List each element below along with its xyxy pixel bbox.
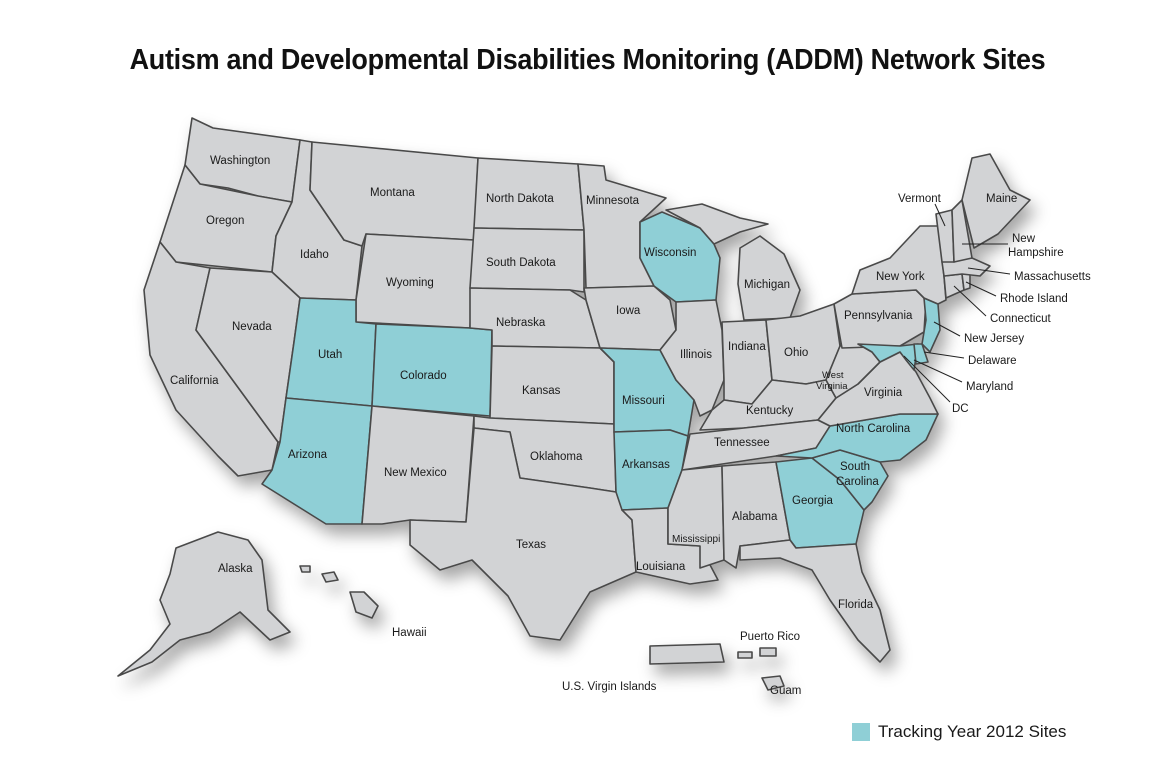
label-wisconsin: Wisconsin bbox=[644, 247, 696, 259]
label-north-carolina: North Carolina bbox=[836, 423, 911, 435]
label-texas: Texas bbox=[516, 539, 546, 551]
legend: Tracking Year 2012 Sites bbox=[852, 722, 1066, 742]
label-kentucky: Kentucky bbox=[746, 405, 794, 417]
state-illinois bbox=[659, 299, 725, 417]
territory-hawaii-island-2 bbox=[321, 571, 339, 583]
label-new-york: New York bbox=[876, 271, 925, 283]
label-maryland: Maryland bbox=[966, 381, 1013, 393]
label-california: California bbox=[170, 375, 219, 387]
state-delaware bbox=[913, 343, 929, 365]
label-virginia: Virginia bbox=[864, 387, 903, 399]
leader-connecticut bbox=[953, 285, 987, 317]
label-north-dakota: North Dakota bbox=[486, 193, 554, 205]
label-vermont: Vermont bbox=[898, 193, 942, 205]
leader-delaware bbox=[923, 351, 965, 359]
label-nebraska: Nebraska bbox=[496, 317, 546, 329]
territory-puerto-rico bbox=[649, 643, 725, 665]
state-new-hampshire bbox=[951, 199, 973, 263]
label-guam: Guam bbox=[770, 685, 801, 697]
leader-massachusetts bbox=[967, 267, 1011, 275]
label-idaho: Idaho bbox=[300, 249, 329, 261]
label-montana: Montana bbox=[370, 187, 415, 199]
leader-rhode-island bbox=[965, 281, 997, 297]
state-michigan-upper bbox=[665, 203, 769, 245]
leader-vermont bbox=[934, 203, 946, 227]
label-oregon: Oregon bbox=[206, 215, 244, 227]
leader-new-jersey bbox=[933, 321, 961, 337]
label-dc: DC bbox=[952, 403, 969, 415]
territory-virgin-islands bbox=[737, 651, 753, 659]
label-arizona: Arizona bbox=[288, 449, 328, 461]
state-michigan bbox=[737, 235, 801, 321]
label-iowa: Iowa bbox=[616, 305, 641, 317]
label-hawaii: Hawaii bbox=[392, 627, 427, 639]
label-georgia: Georgia bbox=[792, 495, 834, 507]
legend-swatch bbox=[852, 723, 870, 741]
label-nevada: Nevada bbox=[232, 321, 272, 333]
map-title: Autism and Developmental Disabilities Mo… bbox=[129, 44, 1046, 76]
territory-alaska bbox=[117, 531, 291, 677]
label-missouri: Missouri bbox=[622, 395, 665, 407]
label-utah: Utah bbox=[318, 349, 342, 361]
label-alabama: Alabama bbox=[732, 511, 778, 523]
state-new-mexico bbox=[361, 405, 475, 525]
label-south-carolina-1: South bbox=[840, 461, 870, 473]
territory-virgin-islands-2 bbox=[759, 647, 777, 657]
label-puerto-rico: Puerto Rico bbox=[740, 631, 800, 643]
label-new-mexico: New Mexico bbox=[384, 467, 447, 479]
territory-hawaii bbox=[349, 591, 379, 619]
label-south-dakota: South Dakota bbox=[486, 257, 556, 269]
territory-hawaii-island-3 bbox=[299, 565, 311, 573]
state-texas bbox=[409, 427, 637, 641]
state-iowa bbox=[583, 285, 677, 351]
label-ohio: Ohio bbox=[784, 347, 808, 359]
label-new-hampshire-1: New bbox=[1012, 233, 1036, 245]
label-connecticut: Connecticut bbox=[990, 313, 1052, 325]
label-washington: Washington bbox=[210, 155, 270, 167]
legend-label: Tracking Year 2012 Sites bbox=[878, 722, 1067, 741]
state-south-dakota bbox=[469, 227, 585, 293]
label-new-jersey: New Jersey bbox=[964, 333, 1024, 345]
state-maine bbox=[961, 153, 1031, 249]
label-delaware: Delaware bbox=[968, 355, 1017, 367]
territory-guam bbox=[761, 675, 785, 691]
label-new-hampshire-2: Hampshire bbox=[1008, 247, 1064, 259]
label-florida: Florida bbox=[838, 599, 874, 611]
label-wyoming: Wyoming bbox=[386, 277, 434, 289]
label-massachusetts: Massachusetts bbox=[1014, 271, 1091, 283]
label-pennsylvania: Pennsylvania bbox=[844, 310, 913, 322]
label-kansas: Kansas bbox=[522, 385, 561, 397]
state-new-jersey bbox=[921, 297, 941, 353]
label-colorado: Colorado bbox=[400, 370, 447, 382]
label-arkansas: Arkansas bbox=[622, 459, 670, 471]
label-minnesota: Minnesota bbox=[586, 195, 640, 207]
state-maryland bbox=[857, 343, 919, 371]
label-mississippi: Mississippi bbox=[672, 534, 720, 545]
label-indiana: Indiana bbox=[728, 341, 766, 353]
label-south-carolina-2: Carolina bbox=[836, 476, 879, 488]
label-alaska: Alaska bbox=[218, 563, 253, 575]
label-west-virginia-1: West bbox=[822, 370, 844, 381]
label-maine: Maine bbox=[986, 193, 1017, 205]
state-california bbox=[143, 241, 279, 477]
label-louisiana: Louisiana bbox=[636, 561, 686, 573]
label-west-virginia-2: Virginia bbox=[816, 381, 848, 392]
state-wisconsin bbox=[639, 211, 721, 303]
label-tennessee: Tennessee bbox=[714, 437, 770, 449]
label-illinois: Illinois bbox=[680, 349, 712, 361]
state-florida bbox=[739, 539, 891, 663]
leader-maryland bbox=[913, 359, 963, 383]
label-virgin-islands: U.S. Virgin Islands bbox=[562, 681, 657, 693]
label-rhode-island: Rhode Island bbox=[1000, 293, 1068, 305]
label-michigan: Michigan bbox=[744, 279, 790, 291]
label-oklahoma: Oklahoma bbox=[530, 451, 583, 463]
leader-dc bbox=[903, 355, 951, 403]
